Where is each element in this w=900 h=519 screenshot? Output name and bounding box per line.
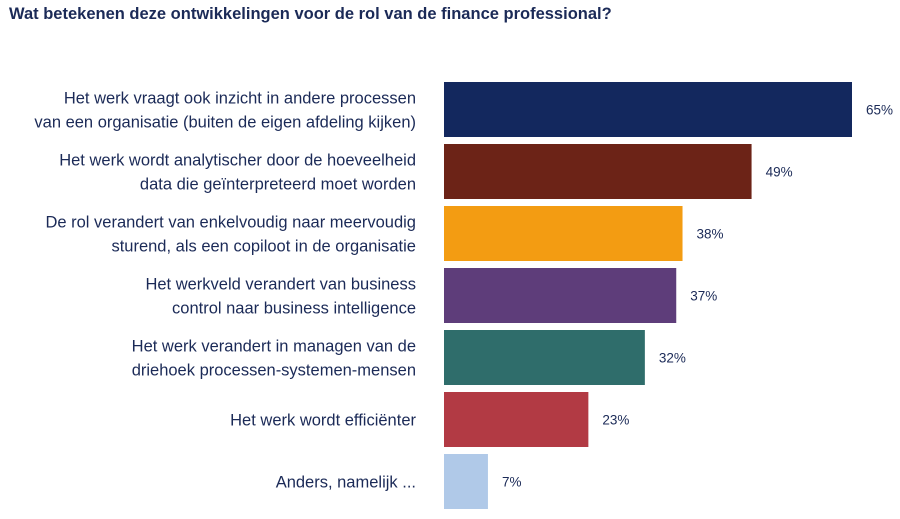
value-label: 37% [690,289,717,304]
value-label: 23% [602,413,629,428]
bar [444,330,645,385]
category-label: control naar business intelligence [172,300,416,318]
bar [444,392,589,447]
category-label: Anders, namelijk ... [276,474,416,492]
bar [444,206,683,261]
bar [444,82,852,137]
category-label: Het werk wordt efficiënter [230,412,416,430]
category-label: Het werk verandert in managen van de [132,338,416,356]
category-label: Het werk vraagt ook inzicht in andere pr… [64,90,416,108]
value-label: 65% [866,103,893,118]
category-label: van een organisatie (buiten de eigen afd… [34,114,416,132]
chart-title: Wat betekenen deze ontwikkelingen voor d… [9,5,612,23]
category-label: sturend, als een copiloot in de organisa… [111,238,416,256]
category-label: Het werk wordt analytischer door de hoev… [59,152,416,170]
value-label: 49% [766,165,793,180]
category-label: data die geïnterpreteerd moet worden [140,176,416,194]
bar [444,454,488,509]
bar [444,144,752,199]
category-label: De rol verandert van enkelvoudig naar me… [45,214,416,232]
value-label: 32% [659,351,686,366]
category-label: driehoek processen-systemen-mensen [132,362,416,380]
bar [444,268,677,323]
value-label: 7% [502,475,522,490]
value-label: 38% [697,227,724,242]
category-label: Het werkveld verandert van business [145,276,416,294]
